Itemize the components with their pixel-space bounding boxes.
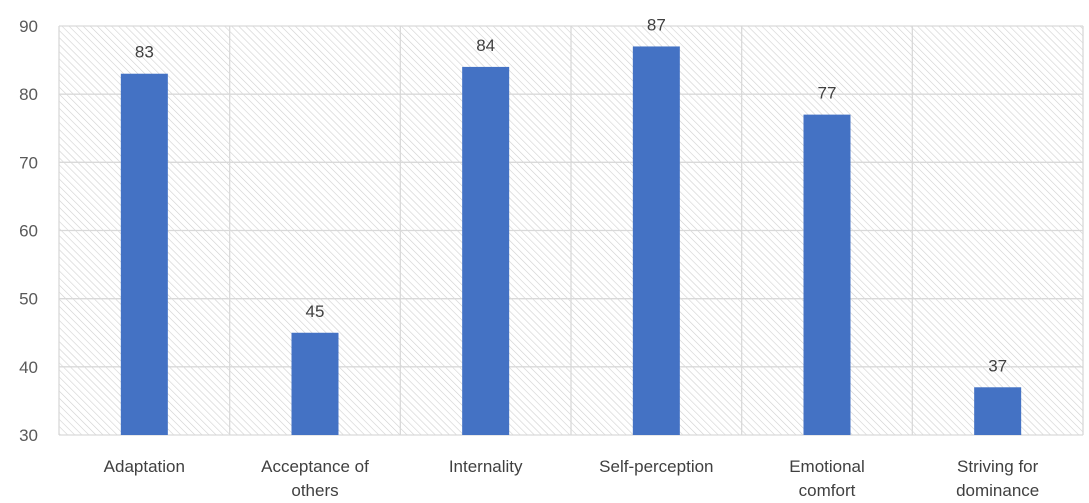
data-label: 84 [476,36,495,55]
y-tick-label: 90 [19,17,38,36]
data-label: 37 [988,356,1007,375]
y-axis-ticks: 30 40 50 60 70 80 90 [19,17,38,445]
x-category-label: others [291,481,338,500]
x-category-label: Emotional [789,457,865,476]
bar [462,66,510,436]
data-label: 45 [306,302,325,321]
bar [974,387,1022,435]
x-category-label: comfort [799,481,856,500]
y-tick-label: 50 [19,290,38,309]
x-axis-labels: Adaptation Acceptance of others Internality… [104,457,1040,500]
x-category-label: Internality [449,457,523,476]
bar [291,332,339,435]
data-label: 87 [647,15,666,34]
gridlines [58,25,1084,436]
y-tick-label: 80 [19,85,38,104]
data-labels: 83 45 84 87 77 37 [135,15,1007,375]
y-tick-label: 60 [19,222,38,241]
y-tick-label: 70 [19,153,38,172]
x-category-label: Acceptance of [261,457,369,476]
bar [632,46,680,435]
x-category-label: Self-perception [599,457,713,476]
data-label: 77 [818,84,837,103]
bar [120,73,168,435]
x-category-label: Adaptation [104,457,185,476]
data-label: 83 [135,43,154,62]
y-tick-label: 30 [19,426,38,445]
x-category-label: dominance [956,481,1039,500]
y-tick-label: 40 [19,358,38,377]
x-category-label: Striving for [957,457,1039,476]
bar [803,114,851,435]
bars [120,46,1022,436]
